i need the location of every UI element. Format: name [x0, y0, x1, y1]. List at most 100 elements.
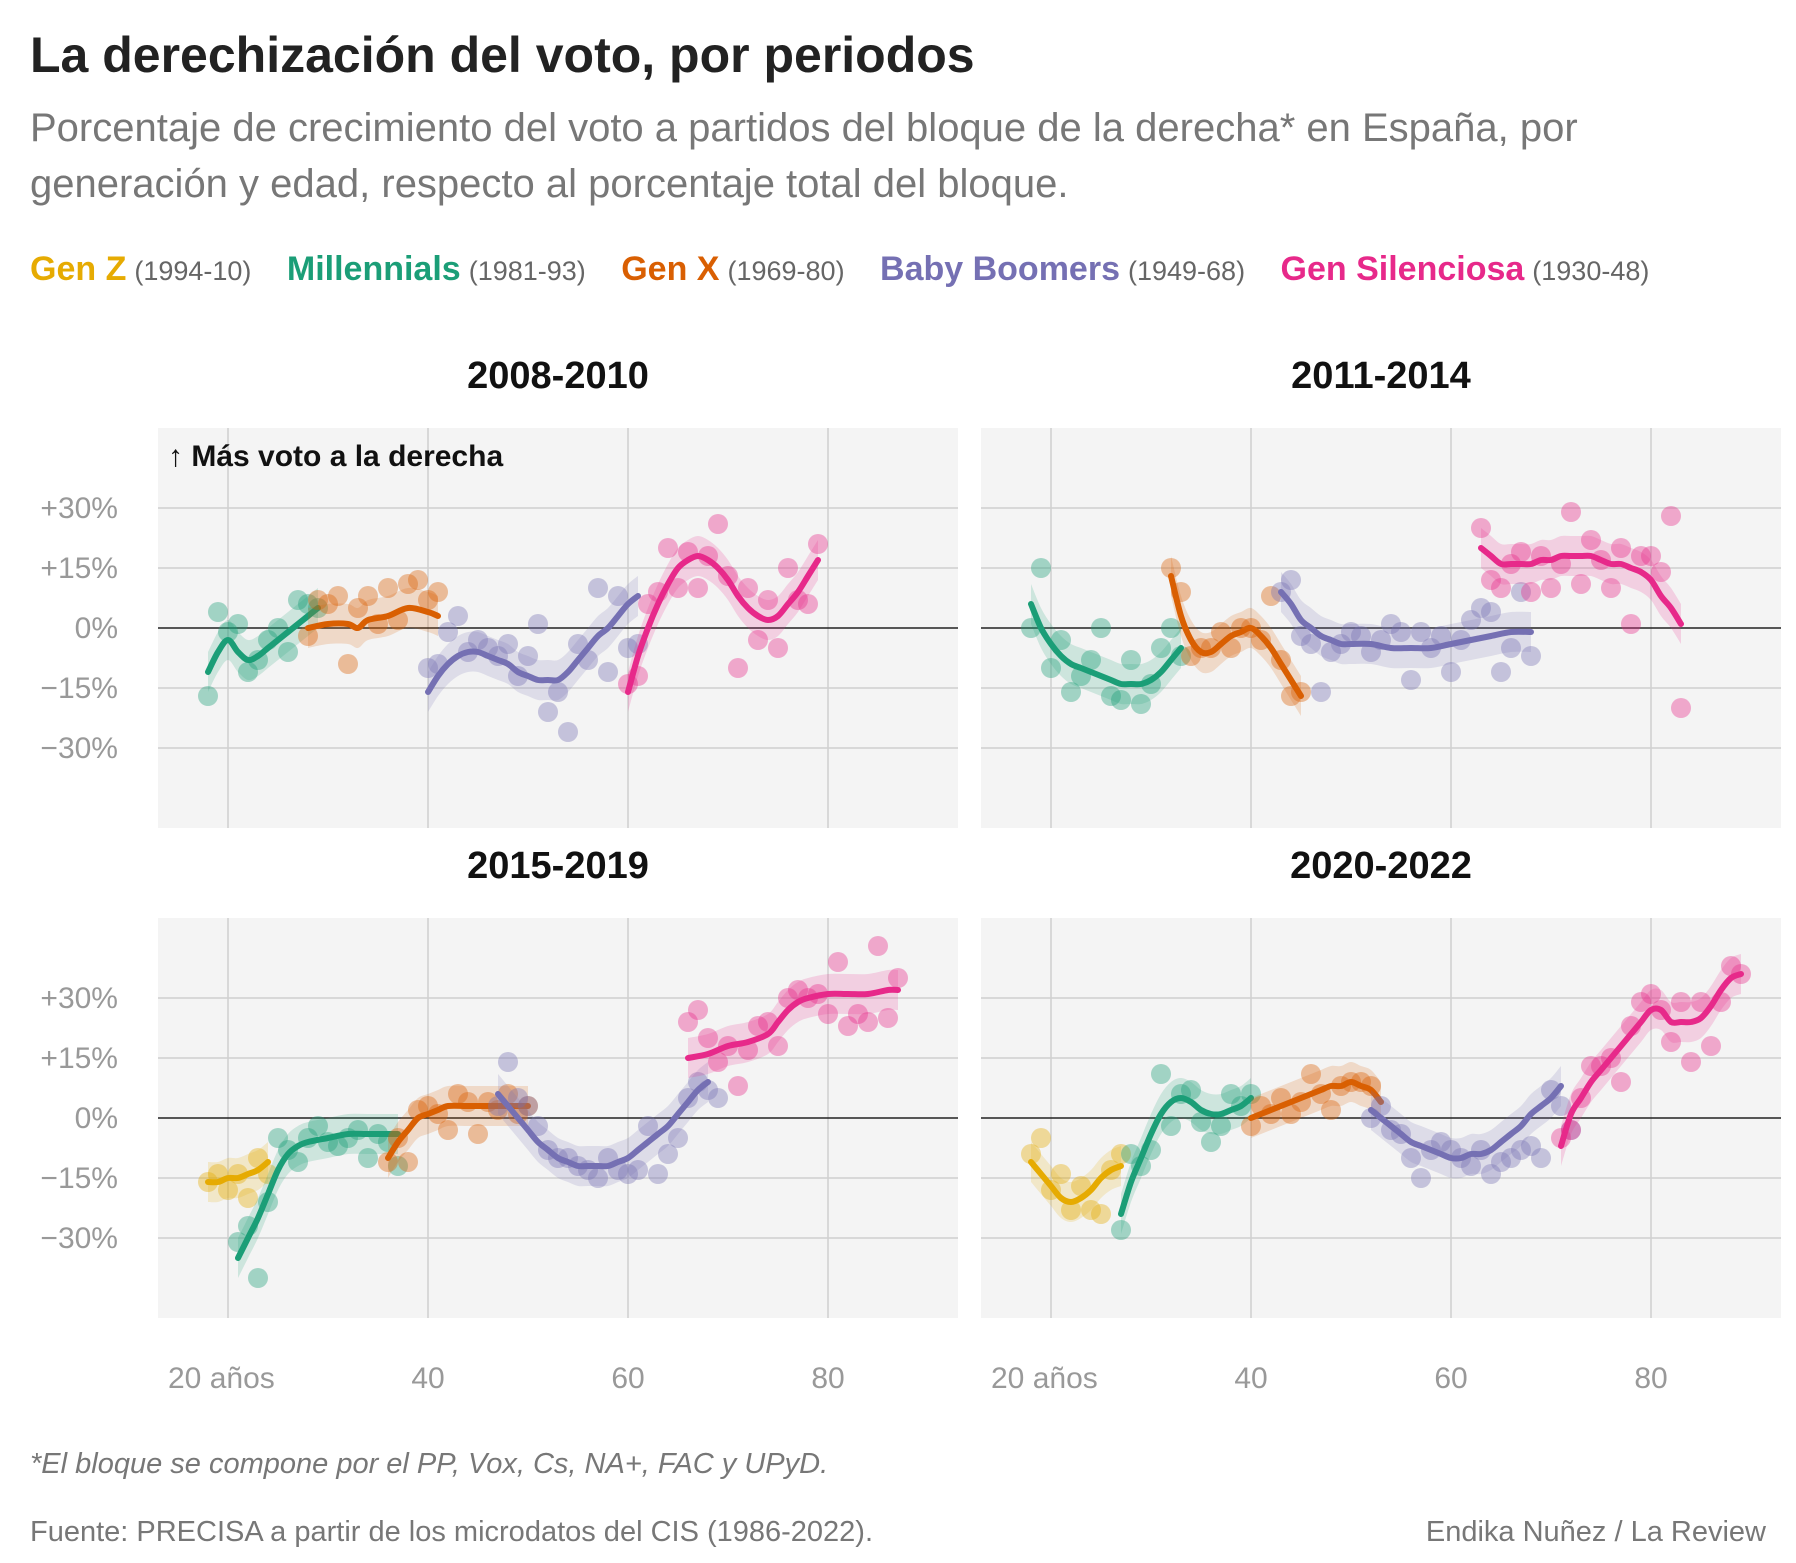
trend-line-gen-z: [1028, 1159, 1124, 1206]
confidence-band-millennials: [238, 1113, 398, 1278]
data-point-baby-boomers: [498, 1052, 518, 1072]
data-point-baby-boomers: [1431, 1132, 1451, 1152]
data-point-baby-boomers: [538, 702, 558, 722]
x-tick-label: 20 años: [991, 1362, 1098, 1395]
trend-line-millennials: [1118, 1094, 1254, 1217]
data-point-gen-z: [1021, 1144, 1041, 1164]
data-point-millennials: [1061, 682, 1081, 702]
data-point-millennials: [1091, 618, 1111, 638]
data-point-millennials: [278, 642, 298, 662]
data-point-gen-x: [448, 1084, 468, 1104]
data-point-gen-x: [378, 578, 398, 598]
data-point-gen-silenciosa: [768, 1036, 788, 1056]
data-point-gen-silenciosa: [1631, 992, 1651, 1012]
data-point-baby-boomers: [1551, 1096, 1571, 1116]
data-point-gen-x: [398, 1152, 418, 1172]
data-point-gen-silenciosa: [668, 578, 688, 598]
data-point-baby-boomers: [618, 638, 638, 658]
data-point-gen-z: [1111, 1144, 1131, 1164]
x-tick-label: 40: [411, 1362, 444, 1395]
credit-note: Endika Nuñez / La Review: [1425, 1516, 1766, 1548]
data-point-baby-boomers: [508, 1088, 528, 1108]
x-tick-label: 40: [1234, 1362, 1267, 1395]
confidence-band-gen-z: [208, 1142, 268, 1203]
data-point-gen-silenciosa: [1721, 956, 1741, 976]
data-point-millennials: [1161, 618, 1181, 638]
data-point-millennials: [288, 1152, 308, 1172]
data-point-baby-boomers: [658, 1144, 678, 1164]
y-tick-label: +15%: [40, 552, 118, 585]
data-point-gen-silenciosa: [1671, 992, 1691, 1012]
confidence-band-gen-silenciosa: [1481, 528, 1681, 644]
panel-title: 2015-2019: [467, 845, 649, 887]
data-point-baby-boomers: [568, 634, 588, 654]
data-point-gen-silenciosa: [858, 1012, 878, 1032]
data-point-gen-silenciosa: [768, 638, 788, 658]
data-point-gen-x: [1281, 1104, 1301, 1124]
trend-line-millennials: [205, 605, 321, 675]
data-point-gen-silenciosa: [758, 590, 778, 610]
data-point-gen-silenciosa: [1571, 574, 1591, 594]
legend-item-gen-z: Gen Z (1994-10): [30, 250, 251, 288]
data-point-baby-boomers: [1461, 610, 1481, 630]
data-point-gen-silenciosa: [788, 980, 808, 1000]
data-point-baby-boomers: [708, 1088, 728, 1108]
data-point-gen-silenciosa: [1621, 614, 1641, 634]
data-point-gen-silenciosa: [1691, 992, 1711, 1012]
data-point-gen-silenciosa: [1701, 1036, 1721, 1056]
data-point-gen-silenciosa: [1521, 582, 1541, 602]
data-point-gen-x: [348, 598, 368, 618]
y-tick-label: −30%: [40, 732, 118, 765]
data-point-millennials: [198, 686, 218, 706]
data-point-gen-x: [358, 586, 378, 606]
legend-years: (1981-93): [468, 256, 586, 286]
confidence-band-gen-z: [1031, 1142, 1121, 1222]
chart-subtitle: Porcentaje de crecimiento del voto a par…: [30, 106, 1578, 206]
data-point-baby-boomers: [518, 646, 538, 666]
data-point-baby-boomers: [1291, 626, 1311, 646]
trend-line-millennials: [235, 1130, 401, 1261]
y-tick-label: +15%: [40, 1042, 118, 1075]
data-point-gen-silenciosa: [748, 1016, 768, 1036]
data-point-baby-boomers: [558, 722, 578, 742]
data-point-gen-silenciosa: [798, 594, 818, 614]
data-point-baby-boomers: [1521, 646, 1541, 666]
data-point-baby-boomers: [1431, 626, 1451, 646]
data-point-gen-z: [238, 1188, 258, 1208]
data-point-gen-z: [218, 1180, 238, 1200]
trend-line-gen-x: [305, 604, 441, 632]
data-point-baby-boomers: [1511, 582, 1531, 602]
data-point-millennials: [228, 614, 248, 634]
data-point-millennials: [1041, 658, 1061, 678]
data-point-baby-boomers: [468, 630, 488, 650]
source-note: Fuente: PRECISA a partir de los microdat…: [30, 1516, 874, 1548]
data-point-gen-x: [378, 1152, 398, 1172]
data-point-gen-x: [418, 590, 438, 610]
y-tick-label: +30%: [40, 982, 118, 1015]
data-point-baby-boomers: [1311, 682, 1331, 702]
panel-title: 2011-2014: [1291, 355, 1471, 397]
data-point-gen-x: [1241, 1116, 1261, 1136]
legend-item-gen-x: Gen X (1969-80): [621, 250, 844, 288]
data-point-gen-x: [408, 570, 428, 590]
x-tick-label: 80: [811, 1362, 844, 1395]
data-point-gen-silenciosa: [688, 1000, 708, 1020]
data-point-gen-silenciosa: [688, 578, 708, 598]
data-point-gen-silenciosa: [708, 514, 728, 534]
trend-line-gen-x: [385, 1102, 531, 1161]
data-point-baby-boomers: [1411, 1168, 1431, 1188]
data-point-gen-silenciosa: [828, 952, 848, 972]
y-tick-label: −15%: [40, 672, 118, 705]
data-point-gen-x: [1301, 1064, 1321, 1084]
footnote: *El bloque se compone por el PP, Vox, Cs…: [30, 1448, 829, 1480]
legend-years: (1949-68): [1127, 256, 1246, 286]
data-point-millennials: [1151, 638, 1171, 658]
data-point-baby-boomers: [1511, 1140, 1531, 1160]
legend-item-baby-boomers: Baby Boomers (1949-68): [880, 250, 1245, 288]
data-point-baby-boomers: [1391, 622, 1411, 642]
data-point-gen-silenciosa: [1641, 984, 1661, 1004]
y-tick-label: 0%: [75, 612, 118, 645]
data-point-millennials: [1111, 690, 1131, 710]
trend-line-gen-silenciosa: [1558, 971, 1744, 1149]
